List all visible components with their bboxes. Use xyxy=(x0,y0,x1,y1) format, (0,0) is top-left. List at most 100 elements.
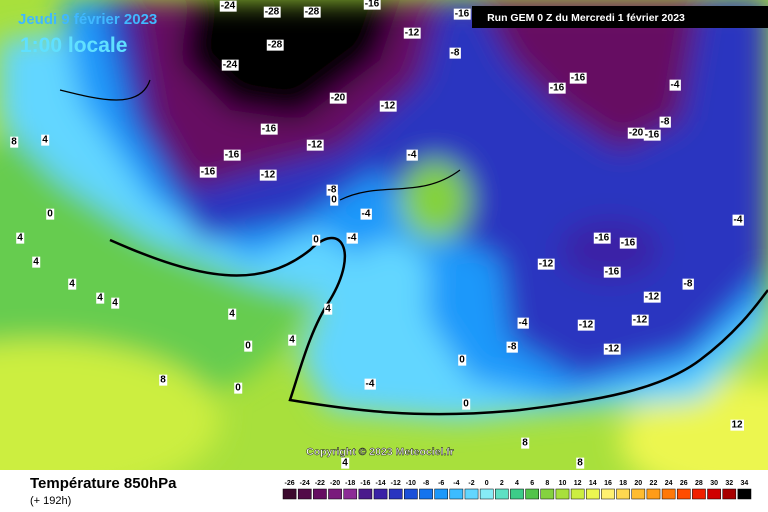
label-bg xyxy=(643,291,661,303)
contour-label: -12 xyxy=(261,170,276,181)
contour-label: -28 xyxy=(268,40,283,51)
scale-swatch xyxy=(449,488,464,500)
scale-swatch xyxy=(404,488,418,500)
label-bg xyxy=(517,317,529,329)
label-bg xyxy=(537,258,555,270)
label-bg xyxy=(593,232,611,244)
scale-tick-label: 30 xyxy=(710,480,718,487)
scale-swatch xyxy=(540,488,555,500)
contour-label: -16 xyxy=(621,238,636,249)
contour-label: 4 xyxy=(69,279,75,290)
contour-label: -16 xyxy=(605,267,620,278)
label-bg xyxy=(379,100,397,112)
contour-label: -16 xyxy=(455,9,470,20)
label-bg xyxy=(260,123,278,135)
contour-label: 4 xyxy=(229,309,235,320)
label-bg xyxy=(312,234,321,246)
scale-swatch xyxy=(570,488,585,500)
contour-label: -8 xyxy=(328,185,337,196)
label-bg xyxy=(68,278,77,290)
label-bg xyxy=(324,303,333,315)
label-bg xyxy=(462,398,471,410)
scale-swatch xyxy=(358,488,373,500)
contour-label: -4 xyxy=(519,318,528,329)
scale-swatch xyxy=(631,488,646,500)
scale-swatch xyxy=(601,488,615,500)
label-bg xyxy=(576,457,585,469)
contour-label: -16 xyxy=(262,124,277,135)
contour-label: 8 xyxy=(577,458,583,469)
scale-tick-label: -26 xyxy=(285,480,295,487)
label-bg xyxy=(16,232,25,244)
contour-label: -12 xyxy=(579,320,594,331)
scale-swatch xyxy=(328,488,342,500)
contour-label: 8 xyxy=(522,438,528,449)
contour-label: -12 xyxy=(381,101,396,112)
contour-label: -20 xyxy=(629,128,644,139)
label-bg xyxy=(360,208,372,220)
contour-label: -24 xyxy=(221,1,236,12)
scale-swatch xyxy=(282,488,297,500)
label-bg xyxy=(41,134,50,146)
label-bg xyxy=(363,0,381,10)
label-bg xyxy=(659,116,671,128)
scale-swatch xyxy=(464,488,479,500)
label-bg xyxy=(603,266,621,278)
label-bg xyxy=(458,354,467,366)
label-bg xyxy=(259,169,277,181)
contour-label: -16 xyxy=(365,0,380,10)
contour-label: 0 xyxy=(235,383,241,394)
contour-label: 4 xyxy=(342,458,348,469)
contour-label: 4 xyxy=(97,293,103,304)
zero-isotherm xyxy=(109,236,768,416)
scale-tick-label: -22 xyxy=(315,480,325,487)
label-bg xyxy=(406,149,418,161)
copyright: Copyright © 2023 Meteociel.fr xyxy=(306,446,454,458)
scale-swatch xyxy=(555,488,570,500)
scale-swatch xyxy=(722,488,737,500)
temperature-field xyxy=(0,0,768,470)
color-scale: -26 -24 -22 -20 -18 -16 -14 -12 -10 -8 -6 -4 -2 0 2 4 6 8… xyxy=(282,480,752,500)
scale-tick-label: -10 xyxy=(406,480,416,487)
contour-label: -4 xyxy=(366,379,375,390)
scale-tick-label: 6 xyxy=(530,480,534,487)
scale-tick-label: -16 xyxy=(360,480,370,487)
label-bg xyxy=(32,256,41,268)
scale-swatch xyxy=(373,488,388,500)
scale-tick-label: -4 xyxy=(453,480,459,487)
label-bg xyxy=(266,39,284,51)
scale-tick-label: 28 xyxy=(695,480,703,487)
contour-label: -8 xyxy=(684,279,693,290)
contour-label: -4 xyxy=(348,233,357,244)
contour-label: 12 xyxy=(731,420,743,431)
label-bg xyxy=(221,59,239,71)
contour-label: -16 xyxy=(201,167,216,178)
contour-label: -28 xyxy=(305,7,320,18)
scale-swatch xyxy=(737,488,752,500)
contour-label: 4 xyxy=(289,335,295,346)
scale-tick-label: 24 xyxy=(665,480,673,487)
contour-label: -16 xyxy=(225,150,240,161)
scale-tick-label: 26 xyxy=(680,480,688,487)
footer-lead: (+ 192h) xyxy=(30,495,71,507)
contour-label: 0 xyxy=(463,399,469,410)
scale-swatch xyxy=(585,488,600,500)
scale-swatch xyxy=(525,488,539,500)
contour-label: 0 xyxy=(459,355,465,366)
contour-label: -20 xyxy=(331,93,346,104)
label-bg xyxy=(46,208,55,220)
contour-label: -16 xyxy=(571,73,586,84)
label-bg xyxy=(577,319,595,331)
scale-swatch xyxy=(343,488,358,500)
scale-tick-label: -24 xyxy=(300,480,310,487)
label-bg xyxy=(111,297,120,309)
contour-label: -16 xyxy=(595,233,610,244)
scale-tick-label: 8 xyxy=(545,480,549,487)
label-bg xyxy=(228,308,237,320)
label-bg xyxy=(330,194,339,206)
label-bg xyxy=(627,127,645,139)
contour-label: 4 xyxy=(112,298,118,309)
contour-label: 4 xyxy=(17,233,23,244)
scale-tick-label: 14 xyxy=(589,480,597,487)
contour-label: -12 xyxy=(645,292,660,303)
